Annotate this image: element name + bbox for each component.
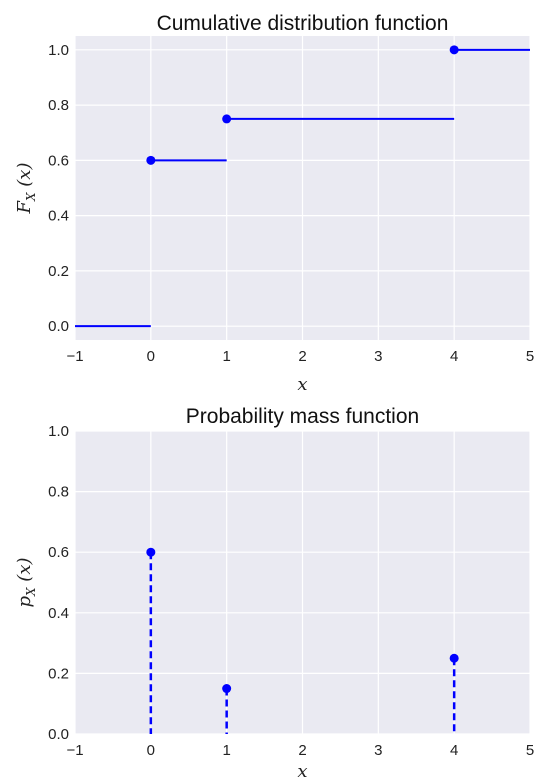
pmf-x-tick-label: 4 <box>450 742 458 759</box>
cdf-y-tick-label: 0.0 <box>48 318 69 335</box>
cdf-x-tick-label: 2 <box>298 348 306 365</box>
cdf-tick-labels: −1 0 1 2 3 4 5 0.0 0.2 0.4 0.6 0.8 1.0 <box>48 42 534 365</box>
pmf-x-tick-label: 1 <box>222 742 230 759</box>
cdf-x-tick-label: 3 <box>374 348 382 365</box>
cdf-y-label-arg: (x) <box>14 163 35 193</box>
cdf-x-tick-label: 0 <box>147 348 155 365</box>
cdf-y-axis-label: FX (x) <box>14 163 38 215</box>
cdf-x-tick-label: 4 <box>450 348 458 365</box>
cdf-marks <box>75 45 530 328</box>
pmf-point <box>449 653 459 663</box>
cdf-y-label-f: F <box>14 199 35 214</box>
pmf-x-tick-label: 2 <box>298 742 306 759</box>
pmf-y-tick-label: 0.0 <box>48 726 69 743</box>
cdf-y-tick-label: 0.4 <box>48 208 69 225</box>
cdf-title: Cumulative distribution function <box>157 12 449 35</box>
pmf-x-tick-label: 5 <box>526 742 534 759</box>
cdf-y-tick-label: 0.6 <box>48 152 69 169</box>
pmf-y-label-sub: X <box>24 587 38 597</box>
pmf-y-tick-label: 0.2 <box>48 665 69 682</box>
cdf-panel: −1 0 1 2 3 4 5 0.0 0.2 0.4 0.6 0.8 1.0 Cumulative di… <box>14 12 534 395</box>
cdf-y-tick-label: 0.2 <box>48 263 69 280</box>
cdf-y-tick-label: 1.0 <box>48 42 69 59</box>
pmf-panel: −1 0 1 2 3 4 5 0.0 0.2 0.4 0.6 0.8 1.0 Probability m… <box>14 405 534 780</box>
pmf-tick-labels: −1 0 1 2 3 4 5 0.0 0.2 0.4 0.6 0.8 1.0 <box>48 423 534 759</box>
pmf-point <box>146 547 156 557</box>
cdf-x-tick-label: 5 <box>526 348 534 365</box>
cdf-x-tick-label: −1 <box>66 348 83 365</box>
pmf-x-tick-label: 3 <box>374 742 382 759</box>
pmf-y-label-arg: (x) <box>14 558 35 588</box>
pmf-x-tick-label: −1 <box>66 742 83 759</box>
pmf-y-axis-label: pX (x) <box>14 558 38 608</box>
pmf-y-tick-label: 0.8 <box>48 484 69 501</box>
cdf-x-tick-label: 1 <box>222 348 230 365</box>
cdf-point <box>146 155 156 165</box>
pmf-point <box>222 684 232 694</box>
pmf-title: Probability mass function <box>186 405 419 428</box>
cdf-y-tick-label: 0.8 <box>48 97 69 114</box>
cdf-point <box>222 114 232 124</box>
pmf-x-tick-label: 0 <box>147 742 155 759</box>
cdf-x-axis-label: x <box>297 374 307 395</box>
pmf-y-tick-label: 1.0 <box>48 423 69 440</box>
pmf-x-axis-label: x <box>297 761 307 780</box>
pmf-y-tick-label: 0.4 <box>48 605 69 622</box>
pmf-y-tick-label: 0.6 <box>48 544 69 561</box>
cdf-point <box>449 45 459 55</box>
pmf-marks <box>146 547 459 734</box>
cdf-y-label-sub: X <box>24 192 38 202</box>
pmf-y-label-p: p <box>14 596 35 608</box>
